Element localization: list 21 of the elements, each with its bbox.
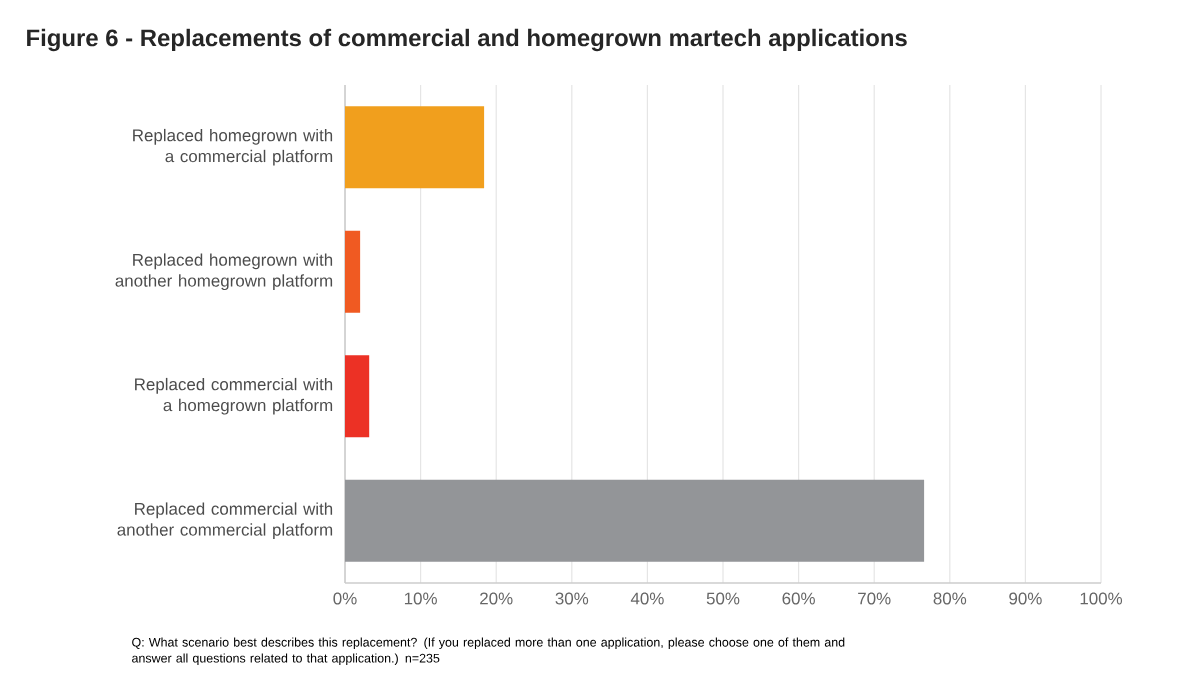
bar <box>345 230 361 313</box>
y-tick-label: Replaced homegrown with a commercial platform <box>133 128 333 166</box>
x-tick-label: 80% <box>933 592 967 605</box>
x-tick-label: 60% <box>782 592 815 605</box>
y-tick-label: Replaced commercial with another commercial platform <box>117 502 333 540</box>
x-tick-label: 100% <box>1080 592 1123 605</box>
x-tick-label: 30% <box>555 592 589 605</box>
bar <box>345 106 485 189</box>
x-tick-label: 0% <box>333 592 357 605</box>
x-tick-label: 90% <box>1009 592 1042 605</box>
x-tick-label: 40% <box>630 592 664 605</box>
chart-title: Figure 6 - Replacements of commercial and homegrown martech applications <box>27 28 907 52</box>
text: Q: What scenario best describes this replacement? (If you replaced more than one application, please choose one of them and answer all questions related to that application.) n=235 <box>132 637 845 666</box>
x-tick-label: 70% <box>858 592 891 605</box>
bar <box>345 479 925 562</box>
y-tick-label: Replaced commercial with a homegrown platform <box>135 377 333 415</box>
x-tick-label: 50% <box>706 592 740 605</box>
bar <box>345 355 370 438</box>
x-tick-label: 10% <box>404 592 437 605</box>
x-tick-label: 20% <box>480 592 513 605</box>
y-tick-label: Replaced homegrown with another homegrown platform <box>115 253 333 291</box>
